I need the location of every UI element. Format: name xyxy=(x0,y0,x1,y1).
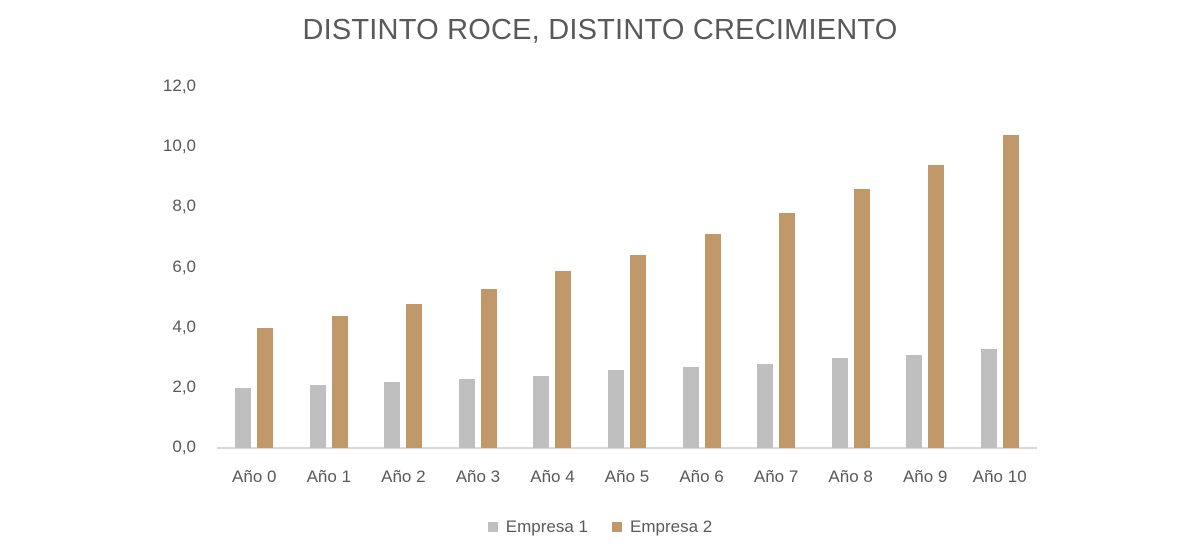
bar-empresa-1 xyxy=(235,387,252,448)
bar-empresa-1 xyxy=(309,384,326,448)
bar-empresa-1 xyxy=(980,348,997,448)
y-tick-label: 2,0 xyxy=(172,376,196,396)
legend-label-empresa-1: Empresa 1 xyxy=(505,517,588,536)
x-tick-label: Año 10 xyxy=(972,467,1027,486)
bar-empresa-1 xyxy=(533,375,550,448)
bar-empresa-2 xyxy=(257,327,274,448)
bar-empresa-2 xyxy=(406,303,423,448)
x-tick-label: Año 3 xyxy=(455,467,501,486)
bar-empresa-1 xyxy=(831,357,848,448)
legend-swatch-empresa-2 xyxy=(612,522,622,532)
y-tick-label: 0,0 xyxy=(172,437,196,456)
legend-item-empresa-2: Empresa 2 xyxy=(612,517,712,537)
x-tick-label: Año 8 xyxy=(828,467,873,486)
bar-empresa-2 xyxy=(928,165,945,448)
y-tick-label: 6,0 xyxy=(172,256,196,276)
x-tick-label: Año 6 xyxy=(679,467,724,486)
bar-empresa-1 xyxy=(608,369,624,448)
y-tick-label: 4,0 xyxy=(172,316,196,336)
bar-empresa-1 xyxy=(757,363,774,448)
legend-item-empresa-1: Empresa 1 xyxy=(487,517,588,537)
bar-empresa-2 xyxy=(331,315,348,448)
x-tick-label: Año 7 xyxy=(753,467,799,486)
bar-empresa-1 xyxy=(682,366,699,448)
x-tick-label: Año 0 xyxy=(232,467,277,486)
bar-empresa-2 xyxy=(480,288,497,448)
x-tick-label: Año 2 xyxy=(381,467,426,486)
x-tick-label: Año 4 xyxy=(530,467,575,486)
legend-swatch-empresa-1 xyxy=(487,522,498,532)
bar-empresa-2 xyxy=(1002,135,1019,448)
y-tick-label: 12,0 xyxy=(162,76,196,95)
bar-empresa-1 xyxy=(458,378,475,448)
y-tick-label: 10,0 xyxy=(162,136,196,156)
bar-empresa-2 xyxy=(853,189,870,448)
chart-title: DISTINTO ROCE, DISTINTO CRECIMIENTO xyxy=(302,14,898,46)
x-tick-label: Año 1 xyxy=(306,467,352,486)
x-tick-label: Año 9 xyxy=(902,467,948,486)
x-tick-label: Año 5 xyxy=(604,467,650,486)
x-axis-line xyxy=(217,447,1037,449)
legend-label-empresa-2: Empresa 2 xyxy=(630,517,713,536)
bar-empresa-2 xyxy=(630,255,646,448)
bar-empresa-2 xyxy=(779,213,796,448)
legend: Empresa 1 Empresa 2 xyxy=(0,517,1200,537)
y-tick-label: 8,0 xyxy=(172,196,196,216)
bar-empresa-1 xyxy=(384,381,401,448)
bar-empresa-2 xyxy=(555,270,572,448)
bar-empresa-2 xyxy=(704,234,721,448)
bar-empresa-1 xyxy=(906,354,923,448)
